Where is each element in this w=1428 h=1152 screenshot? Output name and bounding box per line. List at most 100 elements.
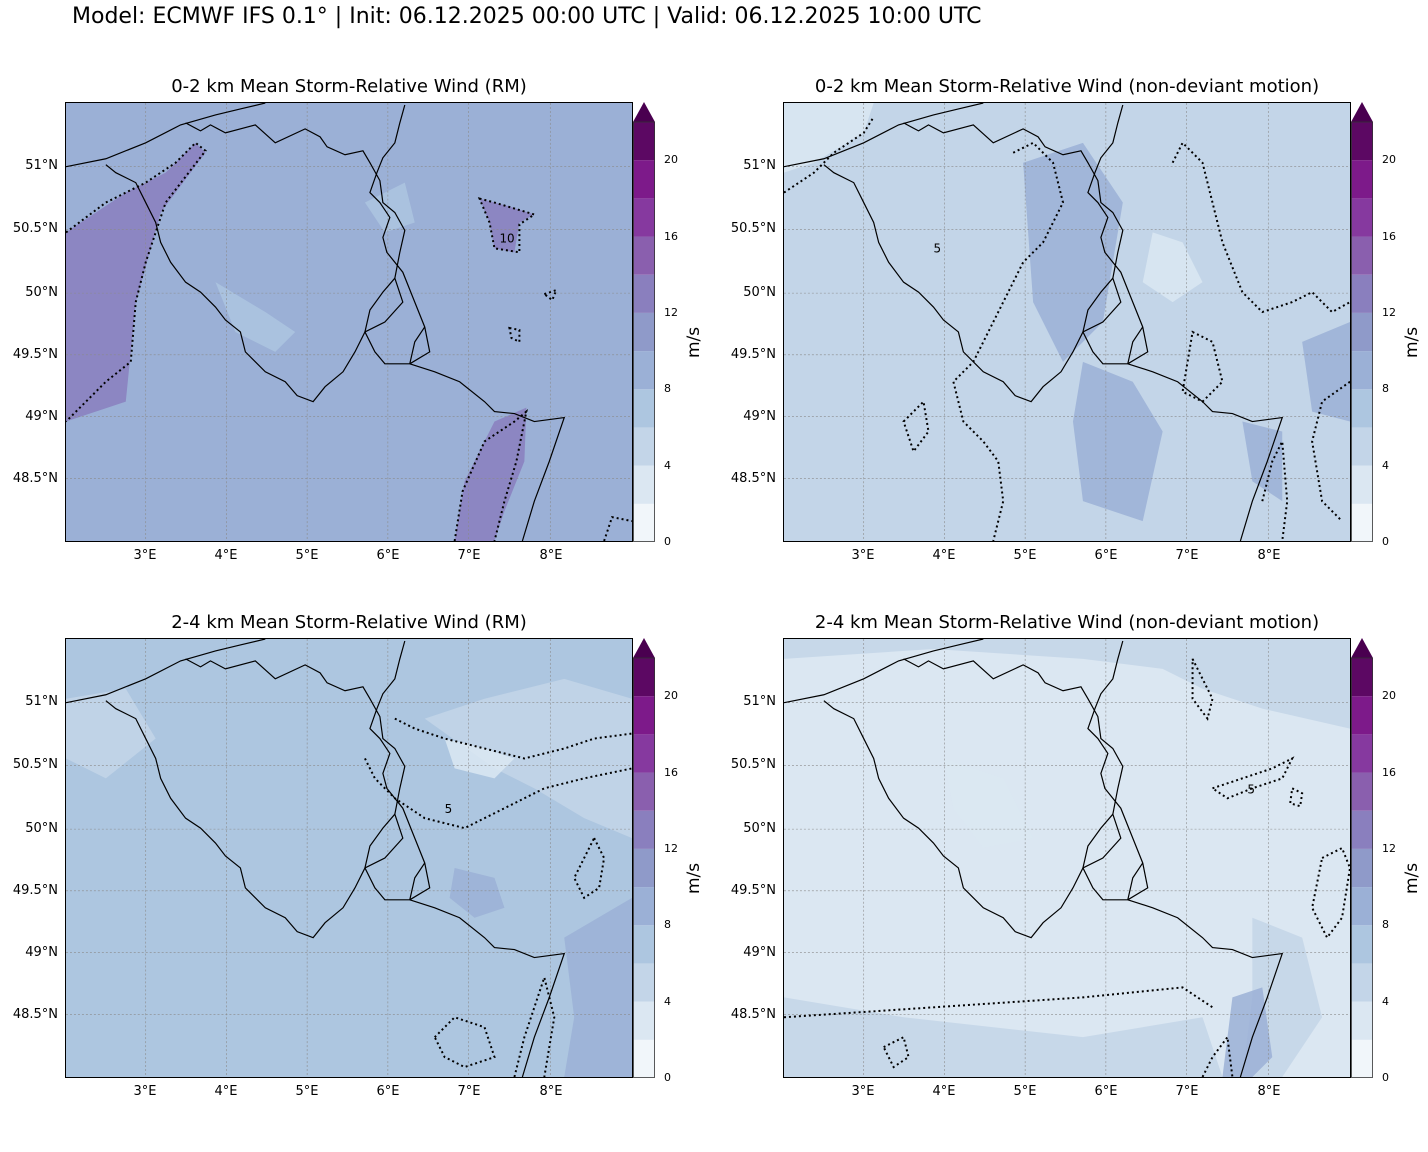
latitude-label: 49.5°N	[12, 883, 58, 898]
colorbar-tick-label: 12	[1382, 841, 1396, 855]
colorbar-bin	[633, 963, 655, 1002]
country-border	[364, 277, 426, 365]
colorbar-bin	[1351, 963, 1373, 1002]
colorbar-bin	[1351, 734, 1373, 773]
colorbar-bin	[633, 696, 655, 735]
colorbar-bin	[1351, 122, 1373, 161]
contour-label: 5	[1247, 782, 1255, 796]
colorbar-tick-label: 4	[664, 458, 671, 472]
latitude-label: 51°N	[743, 158, 776, 173]
longitude-label: 6°E	[1094, 1084, 1118, 1099]
colorbar-tick-label: 16	[664, 229, 678, 243]
colorbar-tick-label: 12	[664, 841, 678, 855]
latitude-label: 50.5°N	[12, 757, 58, 772]
wind-field-map: 5	[783, 638, 1351, 1078]
latitude-label: 50°N	[743, 285, 776, 300]
country-border	[823, 658, 1124, 939]
latitude-label: 50.5°N	[730, 221, 776, 236]
colorbar-tick-label: 4	[1382, 458, 1389, 472]
map-panel-2: 0-2 km Mean Storm-Relative Wind (non-dev…	[718, 76, 1428, 616]
colorbar	[633, 638, 655, 1078]
colorbar-bin	[633, 734, 655, 773]
country-border	[823, 122, 1124, 403]
colorbar-bin	[633, 198, 655, 237]
contour-label: 5	[445, 802, 453, 816]
colorbar-bin	[633, 274, 655, 313]
colorbar-bin	[1351, 465, 1373, 504]
longitude-label: 3°E	[133, 1084, 157, 1099]
panel-title: 2-4 km Mean Storm-Relative Wind (RM)	[171, 612, 527, 633]
colorbar-bin	[1351, 887, 1373, 926]
colorbar-tick-label: 12	[1382, 305, 1396, 319]
colorbar-bin	[1351, 810, 1373, 849]
colorbar-bin	[1351, 658, 1373, 697]
latitude-label: 49°N	[25, 945, 58, 960]
colorbar-tick-label: 4	[1382, 994, 1389, 1008]
colorbar-tick-label: 8	[1382, 382, 1389, 396]
country-border	[369, 640, 431, 901]
coastline	[784, 103, 984, 168]
longitude-label: 8°E	[1257, 1084, 1281, 1099]
colorbar-bin	[1351, 1001, 1373, 1040]
colorbar	[633, 102, 655, 542]
colorbar-bin	[1351, 198, 1373, 237]
colorbar-bin	[633, 810, 655, 849]
colorbar-bin	[633, 312, 655, 352]
latitude-label: 50.5°N	[12, 221, 58, 236]
map-panel-3: 2-4 km Mean Storm-Relative Wind (RM) 5 51°…	[0, 612, 714, 1152]
colorbar-bin	[1351, 351, 1373, 390]
latitude-label: 50°N	[25, 821, 58, 836]
colorbar-bin	[633, 465, 655, 504]
colorbar-tick-label: 8	[664, 918, 671, 932]
colorbar-tick-label: 20	[1382, 153, 1396, 167]
longitude-label: 5°E	[295, 548, 319, 563]
latitude-label: 48.5°N	[730, 471, 776, 486]
latitude-label: 49°N	[743, 945, 776, 960]
latitude-label: 48.5°N	[12, 1007, 58, 1022]
colorbar-extend-arrow	[1351, 102, 1373, 122]
coastline	[66, 103, 266, 168]
wind-field-map: 5	[65, 638, 633, 1078]
colorbar-bin	[1351, 503, 1373, 542]
map-panel-4: 2-4 km Mean Storm-Relative Wind (non-dev…	[718, 612, 1428, 1152]
colorbar-bin	[1351, 160, 1373, 199]
latitude-label: 48.5°N	[730, 1007, 776, 1022]
colorbar-extend-arrow	[1351, 638, 1373, 658]
panel-title: 2-4 km Mean Storm-Relative Wind (non-dev…	[814, 612, 1320, 633]
colorbar-bin	[633, 925, 655, 964]
colorbar-bin	[1351, 1039, 1373, 1078]
colorbar-bin	[633, 772, 655, 811]
colorbar-bin	[633, 236, 655, 275]
country-border	[409, 899, 566, 1077]
latitude-label: 49.5°N	[730, 347, 776, 362]
country-border	[1087, 104, 1149, 365]
longitude-label: 4°E	[214, 548, 238, 563]
longitude-label: 4°E	[214, 1084, 238, 1099]
colorbar-unit-label: m/s	[684, 862, 704, 894]
country-border	[1087, 640, 1149, 901]
country-border	[105, 658, 406, 939]
colorbar-bin	[633, 160, 655, 199]
contour-label: 10	[499, 231, 514, 245]
longitude-label: 8°E	[1257, 548, 1281, 563]
colorbar-unit-label: m/s	[1402, 326, 1422, 358]
country-border	[1082, 813, 1144, 901]
colorbar-bin	[1351, 427, 1373, 466]
country-border	[1127, 363, 1284, 541]
longitude-label: 5°E	[1013, 548, 1037, 563]
latitude-label: 51°N	[25, 158, 58, 173]
longitude-label: 3°E	[133, 548, 157, 563]
colorbar-tick-label: 0	[664, 1071, 671, 1084]
longitude-label: 3°E	[851, 548, 875, 563]
longitude-label: 6°E	[376, 548, 400, 563]
wind-field-map: 10	[65, 102, 633, 542]
colorbar-bin	[1351, 389, 1373, 428]
colorbar-bin	[633, 503, 655, 542]
colorbar-bin	[1351, 925, 1373, 964]
panel-title: 0-2 km Mean Storm-Relative Wind (non-dev…	[814, 76, 1320, 97]
colorbar-bin	[633, 351, 655, 390]
latitude-label: 49°N	[743, 409, 776, 424]
colorbar	[1351, 102, 1373, 542]
colorbar-extend-arrow	[633, 102, 655, 122]
colorbar-tick-label: 0	[664, 535, 671, 548]
